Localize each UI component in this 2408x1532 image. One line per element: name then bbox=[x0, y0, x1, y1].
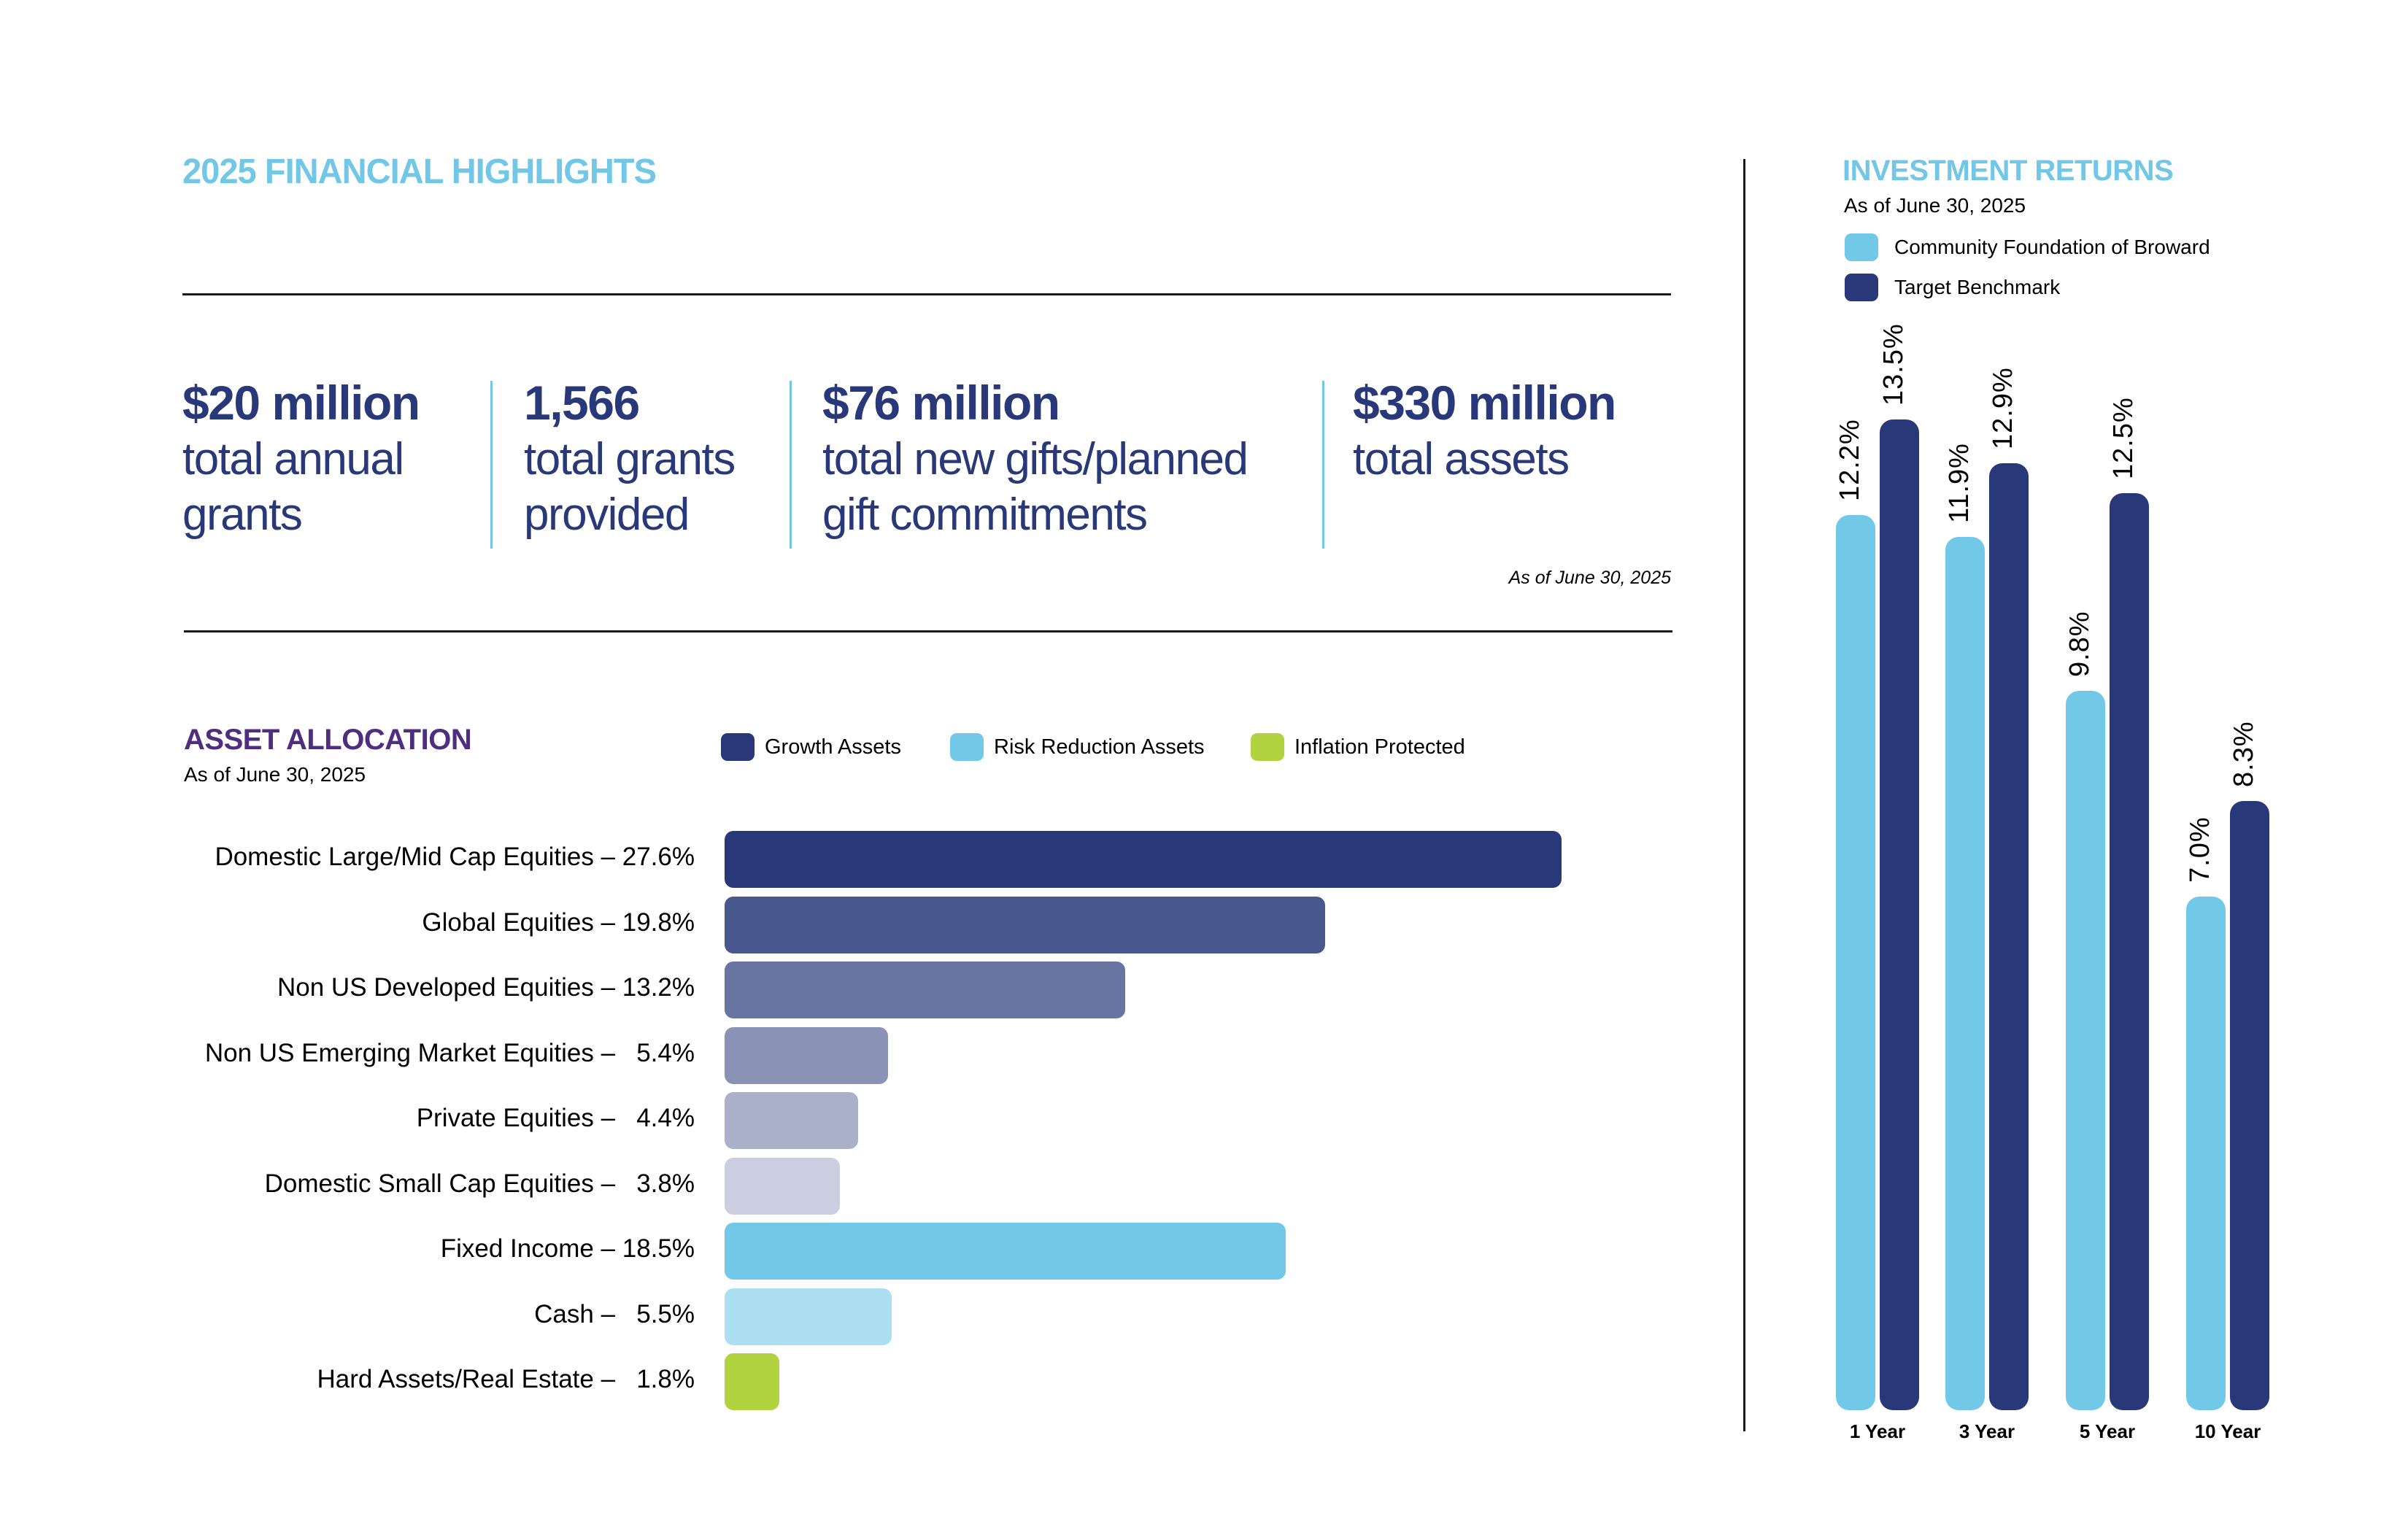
return-value-label: 11.9% bbox=[1944, 443, 1975, 523]
allocation-bar bbox=[725, 896, 1325, 953]
legend-item-benchmark: Target Benchmark bbox=[1845, 274, 2060, 301]
highlight-value: $20 million bbox=[182, 376, 420, 430]
highlight-divider bbox=[1322, 381, 1324, 549]
allocation-bar bbox=[725, 1288, 892, 1345]
allocation-label: Cash – 5.5% bbox=[534, 1299, 695, 1328]
middle-divider bbox=[184, 630, 1672, 632]
highlight-annual-grants: $20 million total annual grants bbox=[182, 374, 420, 543]
highlights-as-of-note: As of June 30, 2025 bbox=[1508, 568, 1671, 588]
period-label: 10 Year bbox=[2194, 1420, 2261, 1442]
legend-item-inflation-protected: Inflation Protected bbox=[1251, 733, 1465, 761]
highlight-desc: total annual bbox=[182, 434, 404, 484]
allocation-label: Non US Developed Equities – 13.2% bbox=[277, 973, 695, 1002]
legend-item-cfb: Community Foundation of Broward bbox=[1845, 233, 2210, 261]
period-label: 3 Year bbox=[1959, 1420, 2015, 1442]
cfb-return-bar bbox=[2186, 896, 2226, 1410]
allocation-label: Private Equities – 4.4% bbox=[416, 1104, 695, 1132]
legend-label: Risk Reduction Assets bbox=[994, 735, 1205, 759]
legend-label: Community Foundation of Broward bbox=[1894, 236, 2210, 258]
legend-item-risk-reduction: Risk Reduction Assets bbox=[950, 733, 1205, 761]
highlight-divider bbox=[490, 381, 493, 549]
return-value-label: 12.9% bbox=[1988, 367, 2018, 450]
highlight-value: $330 million bbox=[1353, 376, 1616, 430]
highlight-desc: gift commitments bbox=[822, 490, 1148, 540]
asset-allocation-title: ASSET ALLOCATION bbox=[184, 724, 472, 756]
allocation-bar bbox=[725, 1092, 858, 1149]
allocation-label: Non US Emerging Market Equities – 5.4% bbox=[204, 1038, 695, 1067]
allocation-bar bbox=[725, 1353, 779, 1410]
allocation-label: Domestic Small Cap Equities – 3.8% bbox=[264, 1169, 695, 1198]
asset-allocation-subtitle: As of June 30, 2025 bbox=[184, 763, 366, 786]
allocation-bar bbox=[725, 1157, 840, 1215]
return-value-label: 12.2% bbox=[1834, 419, 1865, 501]
return-value-label: 8.3% bbox=[2228, 721, 2259, 788]
legend-label: Inflation Protected bbox=[1294, 735, 1465, 759]
legend-item-growth-assets: Growth Assets bbox=[721, 733, 901, 761]
section-divider bbox=[1743, 159, 1745, 1431]
cfb-return-bar bbox=[2066, 691, 2105, 1410]
cfb-return-bar bbox=[1945, 536, 1985, 1410]
highlight-desc: total assets bbox=[1353, 434, 1570, 484]
period-label: 1 Year bbox=[1849, 1420, 1906, 1442]
benchmark-return-bar bbox=[2230, 801, 2269, 1410]
allocation-label: Fixed Income – 18.5% bbox=[440, 1234, 695, 1263]
highlight-total-assets: $330 million total assets bbox=[1353, 374, 1616, 487]
highlight-desc: total new gifts/planned bbox=[822, 434, 1249, 484]
investment-returns-subtitle: As of June 30, 2025 bbox=[1844, 194, 2026, 217]
investment-returns-title: INVESTMENT RETURNS bbox=[1842, 155, 2174, 187]
highlight-value: 1,566 bbox=[524, 376, 640, 430]
legend-swatch-risk-reduction bbox=[950, 733, 984, 761]
highlight-desc: provided bbox=[524, 490, 690, 540]
allocation-bar bbox=[725, 1223, 1286, 1280]
benchmark-return-bar bbox=[1880, 419, 1919, 1410]
page-title: 2025 FINANCIAL HIGHLIGHTS bbox=[182, 152, 657, 191]
benchmark-return-bar bbox=[2110, 492, 2149, 1410]
legend-swatch-benchmark bbox=[1845, 274, 1878, 301]
allocation-bar bbox=[725, 1026, 889, 1084]
allocation-label: Hard Assets/Real Estate – 1.8% bbox=[317, 1365, 695, 1393]
legend-label: Growth Assets bbox=[765, 735, 901, 759]
legend-swatch-cfb bbox=[1845, 233, 1878, 261]
allocation-bar bbox=[725, 831, 1562, 888]
top-divider bbox=[182, 293, 1671, 295]
highlight-desc: total grants bbox=[524, 434, 736, 484]
highlight-desc: grants bbox=[182, 490, 303, 540]
cfb-return-bar bbox=[1836, 514, 1875, 1410]
benchmark-return-bar bbox=[1989, 463, 2029, 1410]
highlight-grants-provided: 1,566 total grants provided bbox=[524, 374, 736, 543]
legend-swatch-inflation bbox=[1251, 733, 1284, 761]
allocation-label: Domestic Large/Mid Cap Equities – 27.6% bbox=[215, 843, 695, 871]
period-label: 5 Year bbox=[2079, 1420, 2136, 1442]
return-value-label: 13.5% bbox=[1878, 323, 1909, 406]
return-value-label: 7.0% bbox=[2185, 816, 2215, 883]
highlight-new-gifts: $76 million total new gifts/planned gift… bbox=[822, 374, 1249, 543]
allocation-label: Global Equities – 19.8% bbox=[422, 908, 695, 937]
allocation-bar bbox=[725, 962, 1125, 1018]
legend-swatch-growth bbox=[721, 733, 755, 761]
return-value-label: 12.5% bbox=[2108, 396, 2139, 479]
highlight-value: $76 million bbox=[822, 376, 1060, 430]
legend-label: Target Benchmark bbox=[1894, 276, 2061, 298]
highlight-divider bbox=[790, 381, 792, 549]
return-value-label: 9.8% bbox=[2064, 611, 2095, 678]
